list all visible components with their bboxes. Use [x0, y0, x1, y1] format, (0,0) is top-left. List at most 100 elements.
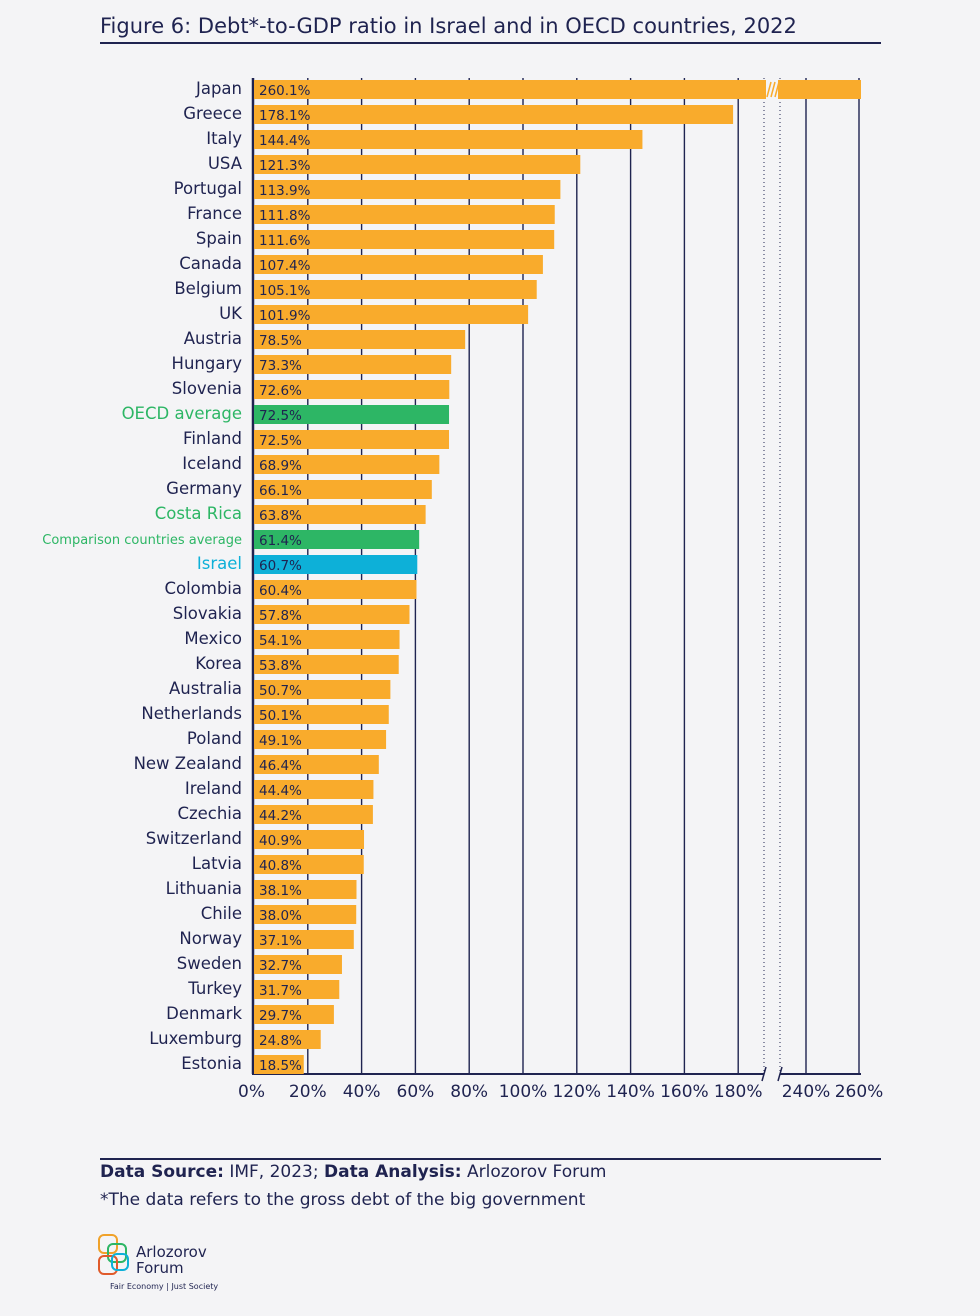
category-label: Switzerland: [146, 829, 242, 848]
value-label: 111.6%: [259, 233, 311, 249]
bar: [254, 430, 450, 449]
value-label: 49.1%: [259, 733, 302, 749]
analysis-text: Arlozorov Forum: [461, 1162, 607, 1182]
category-label: Turkey: [187, 979, 242, 998]
title-divider: [100, 42, 881, 44]
bar: [254, 180, 561, 199]
category-label: Spain: [196, 229, 242, 248]
value-label: 78.5%: [259, 333, 302, 349]
value-label: 66.1%: [259, 483, 302, 499]
value-label: 72.5%: [259, 433, 302, 449]
value-label: 260.1%: [259, 83, 311, 99]
category-label: UK: [219, 304, 243, 323]
bar: [254, 880, 357, 899]
bar-break-hatch: [770, 81, 776, 98]
value-label: 40.8%: [259, 858, 302, 874]
category-label: Portugal: [174, 179, 242, 198]
value-label: 37.1%: [259, 933, 302, 949]
axis-break-mark: [761, 1066, 767, 1082]
bar: [254, 780, 374, 799]
value-label: 72.5%: [259, 408, 302, 424]
value-label: 46.4%: [259, 758, 302, 774]
value-label: 61.4%: [259, 533, 302, 549]
value-label: 32.7%: [259, 958, 302, 974]
bar: [254, 930, 354, 949]
value-label: 68.9%: [259, 458, 302, 474]
bar: [254, 380, 450, 399]
bar: [254, 755, 379, 774]
x-tick-label: 100%: [499, 1082, 548, 1102]
category-label: Greece: [183, 104, 242, 123]
value-label: 44.4%: [259, 783, 302, 799]
category-label: Hungary: [172, 354, 243, 373]
category-label: Israel: [197, 554, 242, 573]
value-label: 121.3%: [259, 158, 311, 174]
logo-name-line1: Arlozorov: [136, 1243, 207, 1261]
category-label: Luxemburg: [149, 1029, 242, 1048]
value-label: 18.5%: [259, 1058, 302, 1074]
value-label: 50.7%: [259, 683, 302, 699]
category-label: Slovakia: [173, 604, 242, 623]
value-label: 38.0%: [259, 908, 302, 924]
value-label: 105.1%: [259, 283, 311, 299]
x-tick-label: 0%: [238, 1082, 265, 1102]
category-label: Netherlands: [141, 704, 242, 723]
value-label: 60.4%: [259, 583, 302, 599]
category-label: Italy: [206, 129, 242, 148]
bar: [254, 205, 555, 224]
bar: [254, 1005, 334, 1024]
bar: [254, 830, 365, 849]
value-label: 113.9%: [259, 183, 311, 199]
x-tick-label: 20%: [289, 1082, 327, 1102]
value-label: 72.6%: [259, 383, 302, 399]
bar: [254, 80, 861, 99]
arlozorov-logo-icon: [98, 1234, 129, 1275]
bar: [254, 555, 418, 574]
axis-break-mark: [777, 1066, 783, 1082]
category-label: France: [187, 204, 242, 223]
bar: [254, 730, 387, 749]
bar: [254, 605, 410, 624]
bars: [254, 80, 861, 1074]
bar: [254, 680, 391, 699]
value-label: 101.9%: [259, 308, 311, 324]
x-tick-label: 260%: [835, 1082, 884, 1102]
bar: [254, 705, 389, 724]
category-label: Iceland: [182, 454, 242, 473]
category-label: Colombia: [164, 579, 242, 598]
category-label: Ireland: [185, 779, 242, 798]
bar: [254, 255, 543, 274]
category-label: Latvia: [192, 854, 242, 873]
bar: [254, 480, 432, 499]
value-label: 24.8%: [259, 1033, 302, 1049]
category-label: Comparison countries average: [42, 533, 242, 548]
bar: [254, 330, 466, 349]
value-labels: 260.1% 178.1% 144.4% 121.3% 113.9% 111.8% 111.…: [259, 83, 311, 1074]
bar: [254, 580, 417, 599]
bar: [254, 405, 450, 424]
value-label: 38.1%: [259, 883, 302, 899]
bar: [254, 905, 357, 924]
value-label: 29.7%: [259, 1008, 302, 1024]
category-label: Estonia: [181, 1054, 242, 1073]
bar: [254, 155, 581, 174]
category-label: Costa Rica: [155, 504, 242, 523]
bar: [254, 655, 399, 674]
x-tick-label: 60%: [397, 1082, 435, 1102]
x-tick-label: 80%: [450, 1082, 488, 1102]
bar-chart: Japan Greece Italy USA Portugal France Spain Ca…: [42, 78, 884, 1102]
bar: [254, 1055, 304, 1074]
bar: [254, 1030, 321, 1049]
logo-name: Arlozorov Forum: [136, 1244, 236, 1276]
value-label: 44.2%: [259, 808, 302, 824]
category-label: Australia: [169, 679, 242, 698]
category-label: USA: [208, 154, 243, 173]
value-label: 178.1%: [259, 108, 311, 124]
value-label: 60.7%: [259, 558, 302, 574]
category-label: Mexico: [184, 629, 242, 648]
category-label: Korea: [195, 654, 242, 673]
bar: [254, 130, 643, 149]
category-label: Lithuania: [166, 879, 242, 898]
bar: [254, 280, 537, 299]
category-label: Chile: [201, 904, 242, 923]
